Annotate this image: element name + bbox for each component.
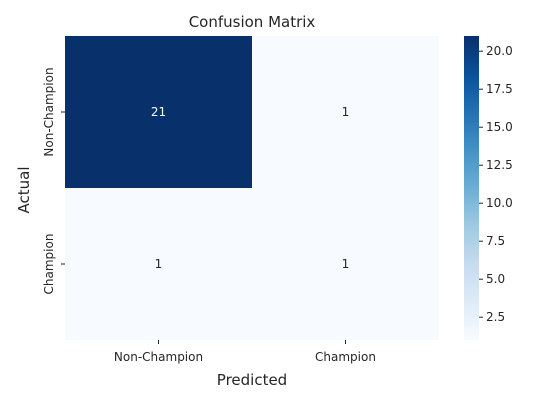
- colorbar-tick-label: 15.0: [486, 120, 513, 134]
- y-axis-ticks: Non-Champion Champion: [42, 67, 65, 294]
- y-tick-label: Non-Champion: [42, 67, 56, 156]
- colorbar-tick-label: 12.5: [486, 158, 513, 172]
- colorbar-gradient: [464, 36, 479, 340]
- y-tick-label: Champion: [42, 234, 56, 295]
- heatmap-cell: [65, 36, 252, 188]
- heatmap-cell: [252, 36, 439, 188]
- cell-annotation: 1: [155, 257, 163, 271]
- cell-annotation: 1: [342, 257, 350, 271]
- heatmap-cell: [65, 188, 252, 340]
- x-axis-ticks: Non-Champion Champion: [114, 340, 376, 364]
- colorbar-tick-label: 10.0: [486, 196, 513, 210]
- colorbar-tick-label: 5.0: [486, 272, 505, 286]
- colorbar-tick-label: 17.5: [486, 82, 513, 96]
- y-axis-label: Actual: [15, 167, 33, 214]
- heatmap-cells: [65, 36, 439, 340]
- cell-annotations: 21 11 1: [151, 105, 349, 271]
- cell-annotation: 21: [151, 105, 166, 119]
- colorbar: 2.5 5.0 7.5 10.0 12.5 15.0 17.5 20.0: [464, 36, 513, 340]
- x-tick-label: Champion: [315, 350, 376, 364]
- chart-title: Confusion Matrix: [189, 13, 316, 31]
- colorbar-tick-label: 7.5: [486, 234, 505, 248]
- colorbar-tick-label: 20.0: [486, 44, 513, 58]
- x-axis-label: Predicted: [217, 371, 287, 389]
- heatmap-cell: [252, 188, 439, 340]
- colorbar-tick-label: 2.5: [486, 310, 505, 324]
- cell-annotation: 1: [342, 105, 350, 119]
- x-tick-label: Non-Champion: [114, 350, 203, 364]
